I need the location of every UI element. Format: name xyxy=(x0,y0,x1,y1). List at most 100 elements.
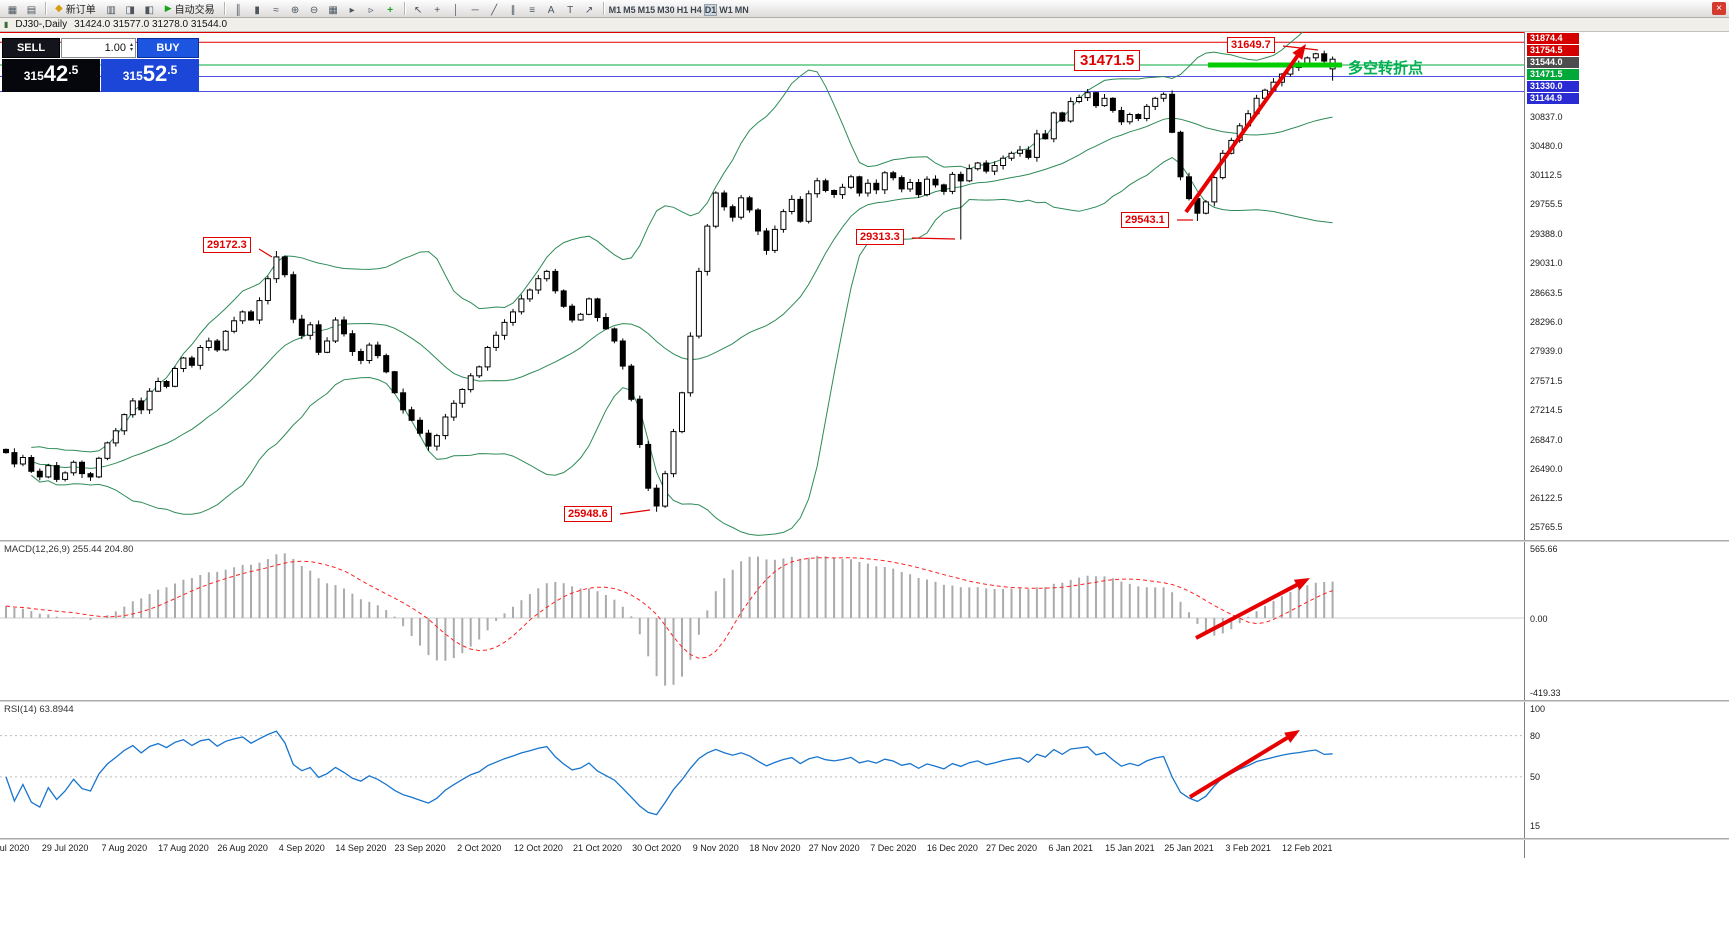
text-icon[interactable]: A xyxy=(547,4,555,16)
zoom-in-icon[interactable]: ⊕ xyxy=(290,4,300,16)
market-watch-icon[interactable]: ▥ xyxy=(106,4,116,16)
toolbar-separator xyxy=(602,2,604,15)
macd-panel[interactable]: MACD(12,26,9) 255.44 204.80 xyxy=(0,542,1524,700)
timeframe-w1-button[interactable]: W1 xyxy=(719,4,733,15)
timeframe-d1-button[interactable]: D1 xyxy=(703,3,718,16)
macd-axis-label: 565.66 xyxy=(1530,543,1558,554)
date-axis-label: 7 Dec 2020 xyxy=(870,843,917,853)
channel-icon[interactable]: ∥ xyxy=(510,4,516,16)
trendline-icon[interactable]: ╱ xyxy=(491,4,498,16)
fibonacci-icon[interactable]: ≡ xyxy=(529,4,536,16)
panel-separator xyxy=(0,838,1729,840)
sell-price[interactable]: 315 42.5 xyxy=(2,59,100,92)
date-axis-label: 15 Jan 2021 xyxy=(1105,843,1155,853)
date-axis-label: 2 Oct 2020 xyxy=(457,843,502,853)
price-axis-label: 26847.0 xyxy=(1530,434,1563,445)
buy-price[interactable]: 315 52.5 xyxy=(101,59,199,92)
timeframe-m30-button[interactable]: M30 xyxy=(657,4,675,15)
chart-shift-icon[interactable]: ▹ xyxy=(368,4,374,16)
date-axis-label: 7 Aug 2020 xyxy=(101,843,148,853)
line-chart-icon[interactable]: ≈ xyxy=(273,4,279,16)
price-axis-label: 27571.5 xyxy=(1530,376,1563,387)
price-axis-label: 29388.0 xyxy=(1530,229,1563,240)
buy-button[interactable]: BUY xyxy=(137,38,199,58)
candle-chart-icon[interactable]: ▮ xyxy=(254,4,260,16)
price-tag: 31471.5 xyxy=(1527,69,1579,80)
cursor-icon[interactable]: ↖ xyxy=(413,4,423,16)
macd-axis-label: 0.00 xyxy=(1530,613,1548,624)
tile-windows-icon[interactable]: ▦ xyxy=(328,4,338,16)
price-axis-label: 26122.5 xyxy=(1530,493,1563,504)
label-icon[interactable]: T xyxy=(567,4,574,16)
price-tag: 31330.0 xyxy=(1527,81,1579,92)
price-tag: 31544.0 xyxy=(1527,57,1579,68)
toolbar-window-group: ▥ ◨ ◧ xyxy=(102,0,159,18)
toolbar-chart-group: ║ ▮ ≈ ⊕ ⊖ ▦ ▸ ▹ + xyxy=(229,0,400,18)
timeframe-m15-button[interactable]: M15 xyxy=(637,4,656,15)
close-icon[interactable]: × xyxy=(1712,2,1726,15)
new-chart-icon[interactable]: ▦ xyxy=(7,4,18,16)
sell-button[interactable]: SELL xyxy=(2,38,60,58)
lot-spinner[interactable]: ▴ ▾ xyxy=(129,42,133,53)
timeframe-h4-button[interactable]: H4 xyxy=(690,4,702,15)
new-order-button[interactable]: ◆ 新订单 xyxy=(50,1,101,16)
timeframe-mn-button[interactable]: MN xyxy=(734,4,749,15)
macd-canvas[interactable] xyxy=(0,542,1524,700)
panel-separator[interactable] xyxy=(0,700,1729,702)
buy-price-prefix: 315 xyxy=(122,69,143,83)
crosshair-icon[interactable]: + xyxy=(434,4,441,16)
lot-size-value: 1.00 xyxy=(104,42,126,54)
price-axis-label: 27214.5 xyxy=(1530,404,1563,415)
rsi-label: RSI(14) 63.8944 xyxy=(4,704,74,715)
price-axis-label: 30480.0 xyxy=(1530,140,1563,151)
sell-price-digits: 42 xyxy=(43,61,69,86)
price-axis[interactable]: 30837.0 30480.0 30112.5 29755.5 29388.0 29031… xyxy=(1524,32,1729,858)
lot-size-field[interactable]: 1.00 ▴ ▾ xyxy=(61,38,136,58)
date-axis-label: 18 Nov 2020 xyxy=(749,843,801,853)
date-axis-label: 25 Jan 2021 xyxy=(1164,843,1214,853)
timeframe-m1-button[interactable]: M1 xyxy=(608,4,622,15)
ohlc-values: 31424.0 31577.0 31278.0 31544.0 xyxy=(74,19,228,30)
date-axis-label: 12 Feb 2021 xyxy=(1282,843,1333,853)
autotrading-icon: ▶ xyxy=(164,3,172,13)
price-chart-canvas[interactable] xyxy=(0,32,1524,540)
date-axis-label: 20 Jul 2020 xyxy=(0,843,30,853)
horizontal-line-icon[interactable]: ─ xyxy=(471,4,479,16)
new-order-label: 新订单 xyxy=(65,5,96,16)
one-click-trading-panel: SELL 1.00 ▴ ▾ BUY 315 42.5 315 52.5 xyxy=(2,38,199,92)
price-tag: 31754.5 xyxy=(1527,45,1579,56)
date-axis-label: 26 Aug 2020 xyxy=(217,843,268,853)
lot-decrease-icon[interactable]: ▾ xyxy=(129,47,133,53)
timeframe-h1-button[interactable]: H1 xyxy=(676,4,689,15)
main-chart-panel[interactable]: 29172.3 25948.6 29313.3 29543.1 31649.7 31471… xyxy=(0,32,1524,540)
buy-price-fraction: .5 xyxy=(167,63,178,77)
panel-separator[interactable] xyxy=(0,540,1729,542)
date-axis-label: 17 Aug 2020 xyxy=(158,843,209,853)
price-axis-label: 26490.0 xyxy=(1530,463,1563,474)
macd-axis-label: -419.33 xyxy=(1530,687,1561,698)
price-tag: 31874.4 xyxy=(1527,33,1579,44)
rsi-canvas[interactable] xyxy=(0,702,1524,838)
vertical-line-icon[interactable]: │ xyxy=(453,4,460,16)
toolbar-separator xyxy=(45,2,46,15)
autotrading-button[interactable]: ▶ 自动交易 xyxy=(160,1,220,16)
buy-price-digits: 52 xyxy=(142,61,168,86)
lot-increase-icon[interactable]: ▴ xyxy=(129,42,133,48)
zoom-out-icon[interactable]: ⊖ xyxy=(309,4,319,16)
timeframe-m5-button[interactable]: M5 xyxy=(623,4,636,15)
auto-scroll-icon[interactable]: ▸ xyxy=(349,4,355,16)
profiles-icon[interactable]: ▤ xyxy=(26,4,37,16)
navigator-icon[interactable]: ◧ xyxy=(144,4,154,16)
arrows-icon[interactable]: ↗ xyxy=(584,4,594,16)
indicators-icon[interactable]: + xyxy=(387,4,394,16)
price-tag: 31144.9 xyxy=(1527,93,1579,104)
toolbar-file-group: ▦ ▤ xyxy=(3,0,41,18)
toolbar-separator xyxy=(223,2,225,15)
date-axis-label: 27 Nov 2020 xyxy=(808,843,860,853)
rsi-axis-label: 80 xyxy=(1530,731,1541,742)
sell-price-prefix: 315 xyxy=(23,69,44,83)
rsi-panel[interactable]: RSI(14) 63.8944 xyxy=(0,702,1524,838)
time-axis[interactable]: 20 Jul 2020 29 Jul 2020 7 Aug 2020 17 Aug 2… xyxy=(0,840,1524,858)
bar-chart-icon[interactable]: ║ xyxy=(234,4,242,16)
data-window-icon[interactable]: ◨ xyxy=(125,4,135,16)
